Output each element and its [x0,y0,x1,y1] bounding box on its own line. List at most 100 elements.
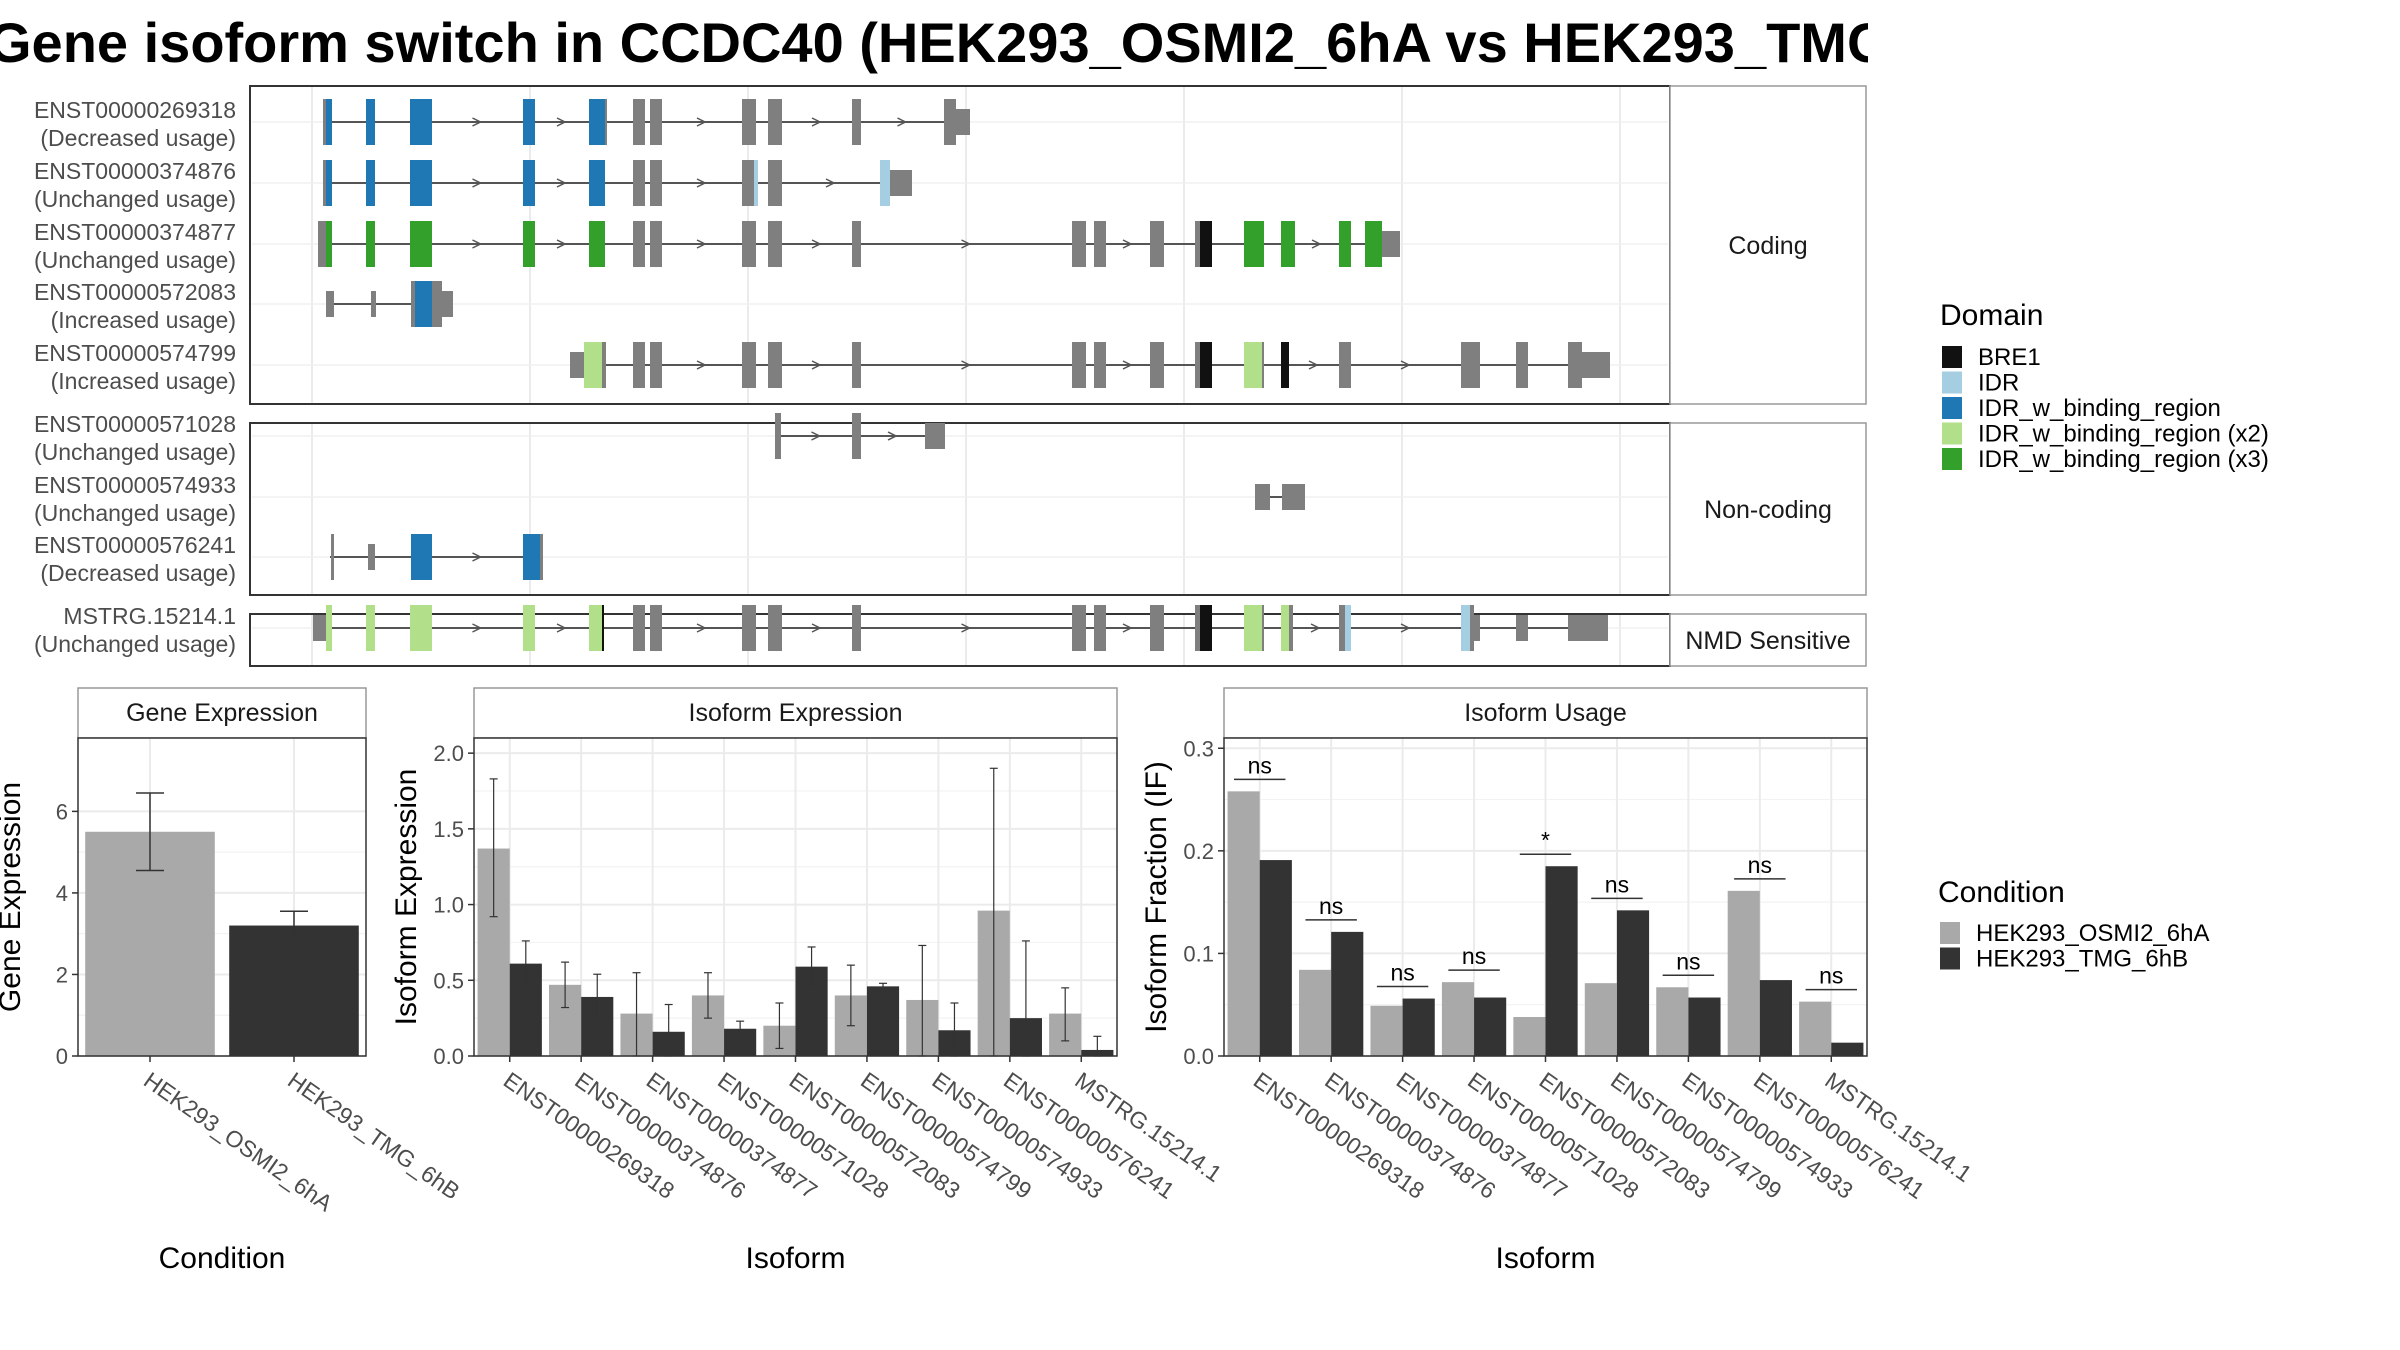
exon [1262,342,1264,388]
bar [1545,866,1578,1056]
bar [1474,997,1507,1056]
exon [633,160,645,206]
exon [1072,605,1086,651]
bar [1688,997,1721,1056]
exon [602,342,606,388]
domain-legend-label: IDR [1978,370,2019,397]
exon [605,99,607,145]
exon [650,221,662,267]
transcript-model [313,605,1608,651]
chart: Isoform Expression0.00.51.01.52.0ENST000… [390,687,1227,1275]
significance-label: ns [1676,948,1700,974]
condition-legend-title: Condition [1938,876,2065,909]
y-tick-label: 6 [56,799,68,824]
page-title: Gene isoform switch in CCDC40 (HEK293_OS… [0,11,1868,74]
transcript-model [1255,484,1305,510]
exon [925,423,945,449]
domain-exon [1281,221,1295,267]
domain-exon [880,160,890,206]
exon [650,160,662,206]
significance-label: ns [1319,893,1343,919]
domain-exon [366,160,375,206]
exon [1516,615,1528,641]
exon [1195,342,1200,388]
bar [1584,983,1617,1056]
direction-arrow [556,178,567,188]
legends: DomainBRE1IDRIDR_w_binding_regionIDR_w_b… [1938,299,2269,973]
transcript-usage-label: (Unchanged usage) [34,500,236,526]
exon [371,291,376,317]
exon [768,221,782,267]
exon [1470,605,1474,651]
domain-exon [410,99,432,145]
transcript-model [775,413,945,459]
bar [1370,1005,1403,1056]
exon [768,99,782,145]
transcript-id-label: ENST00000571028 [34,411,236,437]
plot-border [77,737,367,1057]
bar [1616,910,1650,1056]
exon [852,221,861,267]
domain-exon [523,99,535,145]
exon [411,281,415,327]
chart-strip [473,687,1118,739]
exon [1094,342,1106,388]
domain-exon [1200,221,1212,267]
facet-strip-label: NMD Sensitive [1685,627,1850,655]
exon [742,342,756,388]
exon [1289,605,1293,651]
structure-panel-bg [250,614,1670,666]
domain-exon [410,221,432,267]
exon [742,160,754,206]
domain-legend-label: IDR_w_binding_region [1978,395,2221,422]
direction-arrow [811,239,822,249]
exon [1195,605,1200,651]
transcript-model [326,281,453,327]
bar [1227,791,1260,1056]
transcript-usage-label: (Unchanged usage) [34,247,236,273]
direction-arrow [897,117,908,127]
domain-exon [366,221,375,267]
domain-exon [410,605,432,651]
exon [650,342,662,388]
domain-exon [1281,342,1289,388]
domain-exon [523,221,535,267]
exon [1262,605,1264,651]
domain-exon [411,534,432,580]
direction-arrow [811,623,822,633]
exon [768,605,782,651]
condition-legend-swatch [1940,947,1960,970]
exon [1282,484,1305,510]
exon [1516,342,1528,388]
exon [570,352,584,378]
direction-arrow [825,178,836,188]
condition-legend-label: HEK293_OSMI2_6hA [1976,920,2209,947]
domain-exon [1365,221,1382,267]
domain-exon [1200,342,1212,388]
bar [1831,1042,1864,1056]
chart-title: Isoform Usage [1464,699,1627,727]
y-axis-title: Gene Expression [0,782,27,1012]
exon [442,291,453,317]
transcript-id-label: ENST00000572083 [34,279,236,305]
facet-strip [1669,422,1867,596]
domain-legend-label: IDR_w_binding_region (x2) [1978,421,2269,448]
bar [1727,890,1760,1056]
transcript-usage-label: (Increased usage) [51,368,236,394]
transcript-usage-label: (Decreased usage) [40,125,236,151]
domain-exon [366,99,375,145]
exon [852,342,861,388]
direction-arrow [811,117,822,127]
bar [866,986,900,1056]
exon [1582,352,1610,378]
bar [1441,982,1475,1056]
domain-exon [1200,605,1212,651]
significance-label: ns [1462,943,1486,969]
significance-label: ns [1748,852,1772,878]
direction-arrow [696,623,707,633]
domain-exon [1339,221,1351,267]
domain-exon [523,534,540,580]
transcript-id-label: ENST00000574799 [34,340,236,366]
transcript-model [323,160,912,206]
